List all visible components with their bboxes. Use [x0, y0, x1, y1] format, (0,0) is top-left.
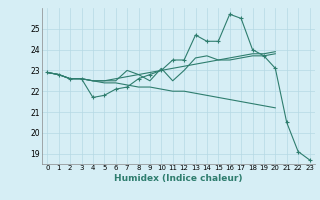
X-axis label: Humidex (Indice chaleur): Humidex (Indice chaleur) [114, 174, 243, 183]
